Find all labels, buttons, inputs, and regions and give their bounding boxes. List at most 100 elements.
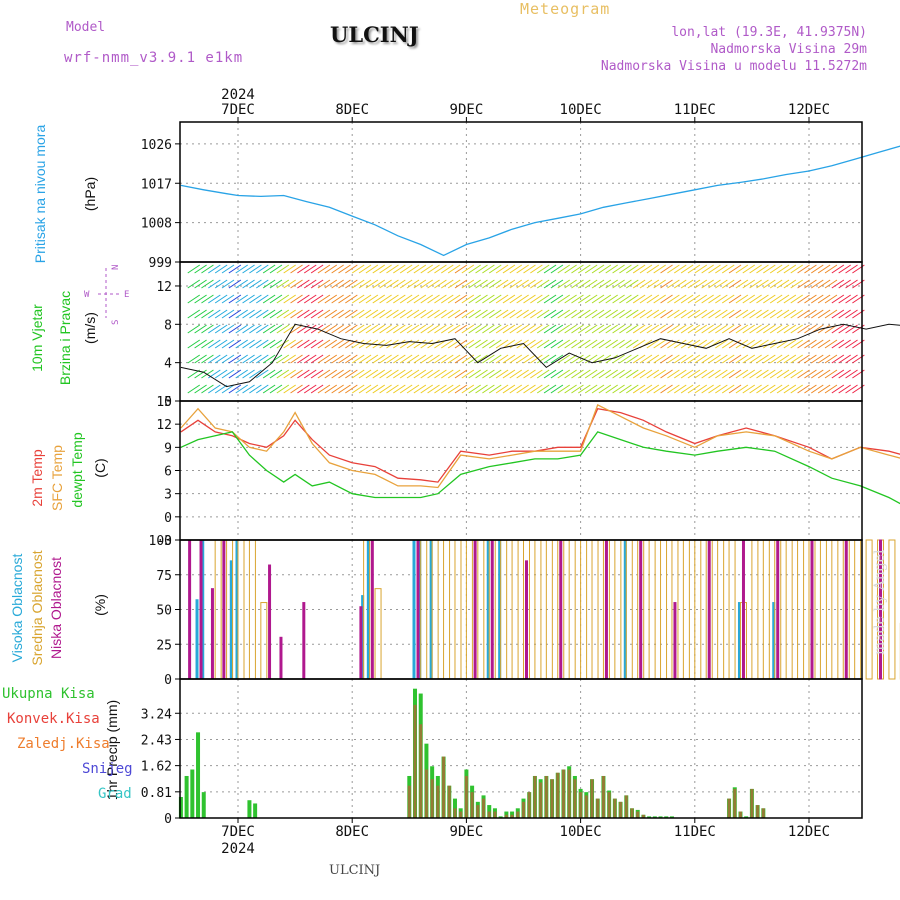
wind-barb xyxy=(324,384,338,394)
wind-barb xyxy=(488,384,502,394)
wind-barb xyxy=(619,309,632,319)
wind-barb xyxy=(776,309,790,319)
wind-barb xyxy=(475,324,488,334)
wind-barb xyxy=(208,324,221,334)
wind-barb xyxy=(379,279,392,289)
x-tick-label-bottom: 8DEC xyxy=(335,824,369,840)
wind-barb xyxy=(447,339,461,349)
x-tick-label-top: 11DEC xyxy=(674,102,716,118)
wind-barb xyxy=(790,324,804,334)
wind-barb xyxy=(557,279,571,289)
wind-barb xyxy=(769,264,783,274)
wind-barb xyxy=(358,324,372,334)
wind-barb xyxy=(646,354,660,364)
wind-barb xyxy=(824,369,838,379)
wind-barb xyxy=(536,309,550,319)
wind-barb xyxy=(523,354,536,364)
wind-barb xyxy=(255,264,269,274)
low-cloud-bar xyxy=(776,539,780,680)
wind-barb xyxy=(393,309,406,319)
wind-barb xyxy=(310,384,324,394)
watermark: made by Angel xyxy=(872,549,888,656)
legend-snow: Snijeg xyxy=(82,761,133,777)
wind-barb xyxy=(694,309,708,319)
wind-barb xyxy=(790,339,804,349)
wind-barb xyxy=(201,324,214,334)
wind-barb xyxy=(598,354,612,364)
wind-barb xyxy=(790,384,804,394)
wind-barb xyxy=(769,294,783,304)
wind-barb xyxy=(372,309,386,319)
wind-barb xyxy=(379,339,392,349)
wind-barb xyxy=(427,309,440,319)
wind-barb xyxy=(475,309,488,319)
wind-barb xyxy=(303,324,317,334)
wind-barb xyxy=(509,279,523,289)
wind-barb xyxy=(516,264,529,274)
wind-barb xyxy=(728,309,742,319)
wind-barb xyxy=(550,354,564,364)
y-tick-label: 1008 xyxy=(141,217,172,232)
wind-barb xyxy=(475,294,488,304)
wind-barb xyxy=(536,294,550,304)
wind-barb xyxy=(495,324,509,334)
wind-barb xyxy=(646,294,660,304)
wind-barb xyxy=(509,264,523,274)
wind-barb xyxy=(235,264,248,274)
wind-barb xyxy=(598,339,612,349)
wind-barb xyxy=(790,369,804,379)
panel-frame xyxy=(179,678,863,819)
wind-barb xyxy=(345,279,358,289)
wind-barb xyxy=(228,354,242,364)
conv-precip-bar xyxy=(533,775,537,818)
wind-barb xyxy=(797,324,810,334)
wind-barb xyxy=(804,309,817,319)
wind-barb xyxy=(235,309,248,319)
wind-barb xyxy=(571,339,584,349)
wind-barb xyxy=(454,369,468,379)
wind-barb xyxy=(338,339,351,349)
wind-barb xyxy=(495,309,509,319)
conv-precip-bar xyxy=(624,795,628,818)
wind-barb xyxy=(673,354,687,364)
wind-barb xyxy=(406,354,420,364)
wind-barb xyxy=(824,294,838,304)
low-cloud-bar xyxy=(188,539,192,680)
wind-barb xyxy=(386,324,399,334)
wind-barb xyxy=(715,294,728,304)
wind-barb xyxy=(673,324,687,334)
wind-barb xyxy=(221,384,235,394)
wind-barb xyxy=(584,384,598,394)
wind-barb xyxy=(749,264,762,274)
wind-barb xyxy=(488,324,502,334)
low-cloud-bar xyxy=(741,539,745,680)
wind-barb xyxy=(701,279,714,289)
wind-barb xyxy=(708,294,721,304)
conv-precip-bar xyxy=(510,814,514,818)
wind-barb xyxy=(701,309,714,319)
wind-barb xyxy=(612,264,625,274)
y-tick-label: 3.24 xyxy=(141,707,172,722)
wind-barb xyxy=(536,324,550,334)
y-tick-label: 3 xyxy=(164,488,172,503)
wind-barb xyxy=(228,309,242,319)
conv-precip-bar xyxy=(470,792,474,818)
wind-barb xyxy=(612,309,625,319)
y-tick-label: 0 xyxy=(164,395,172,410)
wind-barb xyxy=(536,384,550,394)
wind-barb xyxy=(454,324,468,334)
low-cloud-bar xyxy=(279,636,283,680)
wind-barb xyxy=(468,384,481,394)
wind-barb xyxy=(379,309,392,319)
wind-barb xyxy=(557,354,571,364)
wind-barb xyxy=(406,369,420,379)
wind-barb xyxy=(557,339,571,349)
wind-barb xyxy=(351,369,365,379)
wind-barb xyxy=(201,384,214,394)
wind-barb xyxy=(578,384,591,394)
wind-barb xyxy=(769,384,783,394)
wind-barb xyxy=(303,309,317,319)
wind-barb xyxy=(331,339,344,349)
wind-barb xyxy=(530,279,543,289)
wind-barb xyxy=(715,369,728,379)
